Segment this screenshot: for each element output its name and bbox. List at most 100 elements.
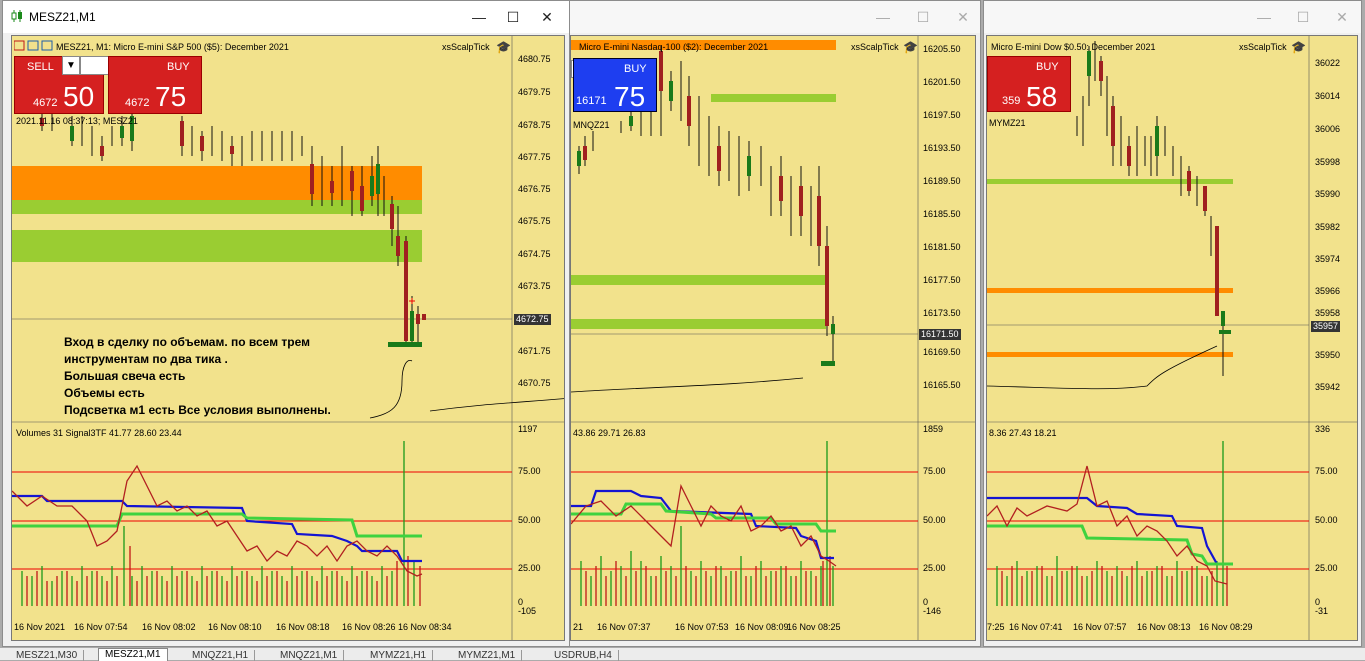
ind-tick: 75.00 xyxy=(923,466,946,476)
ind-tick: 50.00 xyxy=(518,515,541,525)
y-tick: 35982 xyxy=(1315,222,1341,232)
tab-mymz21-m1[interactable]: MYMZ21,M1 xyxy=(452,650,523,661)
ind-tick: 25.00 xyxy=(923,563,946,573)
x-tick: 16 Nov 07:41 xyxy=(1009,622,1063,632)
symbol-label: MYMZ21 xyxy=(989,118,1026,128)
tab-mesz21-m1[interactable]: MESZ21,M1 xyxy=(98,648,168,661)
x-tick: 16 Nov 07:37 xyxy=(597,622,651,632)
minimize-button[interactable]: — xyxy=(1257,9,1271,25)
y-tick: 35950 xyxy=(1315,350,1341,360)
y-tick: 16205.50 xyxy=(923,44,961,54)
x-tick: 16 Nov 08:29 xyxy=(1199,622,1253,632)
indicator-label: Volumes 31 Signal3TF 41.77 28.60 23.44 xyxy=(16,428,182,438)
ind-tick: 1197 xyxy=(518,424,538,434)
time-label: 2021.11.16 08:37:13; MESZ21 xyxy=(16,116,138,126)
y-tick: 4675.75 xyxy=(518,216,551,226)
y-tick: 35966 xyxy=(1315,286,1341,296)
price-chart xyxy=(987,36,1357,640)
y-tick: 4678.75 xyxy=(518,120,551,130)
ind-tick: -105 xyxy=(518,606,537,616)
chart-window-dow[interactable]: — ☐ ✕ xyxy=(983,0,1362,647)
y-tick: 36022 xyxy=(1315,58,1341,68)
x-tick: 16 Nov 08:18 xyxy=(276,622,330,632)
volume-bars xyxy=(580,441,834,606)
ind-tick: 25.00 xyxy=(1315,563,1338,573)
close-button[interactable]: ✕ xyxy=(541,9,553,25)
arrow-line xyxy=(987,345,1218,390)
x-tick: 16 Nov 07:57 xyxy=(1073,622,1127,632)
y-tick: 36014 xyxy=(1315,91,1341,101)
x-tick: 7:25 xyxy=(987,622,1005,632)
buy-button[interactable]: BUY 359 58 xyxy=(987,56,1071,112)
ea-label: xsScalpTick xyxy=(851,42,899,52)
chart-area[interactable]: Micro E-mini Nasdaq-100 ($2): December 2… xyxy=(570,35,976,641)
x-tick: 16 Nov 07:54 xyxy=(74,622,128,632)
chart-area[interactable]: MESZ21, M1: Micro E-mini S&P 500 ($5): D… xyxy=(11,35,565,641)
buy-button[interactable]: BUY 4672 75 xyxy=(108,56,202,114)
title-bar[interactable]: MESZ21,M1 — ☐ ✕ xyxy=(3,1,569,33)
y-tick: 4673.75 xyxy=(518,281,551,291)
y-tick: 16197.50 xyxy=(923,110,961,120)
y-tick: 36006 xyxy=(1315,124,1341,134)
current-price-label: 4672.75 xyxy=(514,314,551,325)
chart-header: MESZ21, M1: Micro E-mini S&P 500 ($5): D… xyxy=(56,42,289,52)
ind-tick: 0 xyxy=(1315,597,1321,607)
maximize-button[interactable]: ☐ xyxy=(1296,9,1310,25)
y-tick: 35958 xyxy=(1315,308,1341,318)
indicator-label: 8.36 27.43 18.21 xyxy=(989,428,1057,438)
candles xyxy=(1076,41,1224,376)
y-tick: 16201.50 xyxy=(923,77,961,87)
minimize-button[interactable]: — xyxy=(472,9,486,25)
arrow-line xyxy=(571,377,804,393)
y-tick: 4677.75 xyxy=(518,152,551,162)
tab-usdrub-h4[interactable]: USDRUB,H4 xyxy=(548,650,619,661)
x-tick: 21 xyxy=(573,622,584,632)
volume-bars xyxy=(21,441,421,606)
close-button[interactable]: ✕ xyxy=(957,9,969,25)
chart-window-nasdaq[interactable]: — ☐ ✕ xyxy=(565,0,981,647)
x-tick: 16 Nov 08:26 xyxy=(342,622,396,632)
y-tick: 35990 xyxy=(1315,189,1341,199)
lot-decrease-button[interactable]: ▼ xyxy=(62,56,80,75)
maximize-button[interactable]: ☐ xyxy=(506,9,520,25)
chart-tab-bar: MESZ21,M30 MESZ21,M1 MNQZ21,H1 MNQZ21,M1… xyxy=(0,647,1365,661)
ind-tick: 0 xyxy=(518,597,524,607)
annotation-text: Вход в сделку по объемам. по всем трем и… xyxy=(64,335,331,417)
current-price-label: 16171.50 xyxy=(919,329,961,340)
graduation-cap-icon: 🎓 xyxy=(1291,40,1306,54)
chart-window-sp500[interactable]: MESZ21,M1 — ☐ ✕ xyxy=(2,0,570,647)
y-tick: 4671.75 xyxy=(518,346,551,356)
graduation-cap-icon: 🎓 xyxy=(496,40,511,54)
tab-mnqz21-m1[interactable]: MNQZ21,M1 xyxy=(274,650,345,661)
graduation-cap-icon: 🎓 xyxy=(903,40,918,54)
title-bar[interactable]: — ☐ ✕ xyxy=(566,1,980,33)
volume-bars xyxy=(996,441,1228,606)
title-bar[interactable]: — ☐ ✕ xyxy=(984,1,1361,33)
y-tick: 16165.50 xyxy=(923,380,961,390)
x-tick: 16 Nov 08:25 xyxy=(787,622,841,632)
x-tick: 16 Nov 2021 xyxy=(14,622,66,632)
ea-label: xsScalpTick xyxy=(1239,42,1287,52)
window-title: MESZ21,M1 xyxy=(29,10,96,24)
chart-area[interactable]: Micro E-mini Dow $0.50: December 2021 xs… xyxy=(986,35,1358,641)
tab-mesz21-m30[interactable]: MESZ21,M30 xyxy=(10,650,85,661)
tab-mnqz21-h1[interactable]: MNQZ21,H1 xyxy=(186,650,256,661)
minimize-button[interactable]: — xyxy=(876,9,890,25)
close-button[interactable]: ✕ xyxy=(1336,9,1348,25)
y-tick: 4676.75 xyxy=(518,184,551,194)
toolbar-icons xyxy=(14,40,53,51)
tab-mymz21-h1[interactable]: MYMZ21,H1 xyxy=(364,650,434,661)
maximize-button[interactable]: ☐ xyxy=(916,9,930,25)
y-tick: 4670.75 xyxy=(518,378,551,388)
candle-bodies xyxy=(1087,51,1231,334)
x-tick: 16 Nov 08:13 xyxy=(1137,622,1191,632)
ind-tick: 75.00 xyxy=(1315,466,1338,476)
y-tick: 16185.50 xyxy=(923,209,961,219)
y-tick: 4674.75 xyxy=(518,249,551,259)
chart-header: Micro E-mini Dow $0.50: December 2021 xyxy=(991,42,1156,52)
candle-bodies xyxy=(577,51,835,366)
symbol-label: MNQZ21 xyxy=(573,120,610,130)
price-chart xyxy=(571,36,975,640)
ind-tick: -146 xyxy=(923,606,942,616)
buy-button[interactable]: BUY 16171 75 xyxy=(573,58,657,112)
